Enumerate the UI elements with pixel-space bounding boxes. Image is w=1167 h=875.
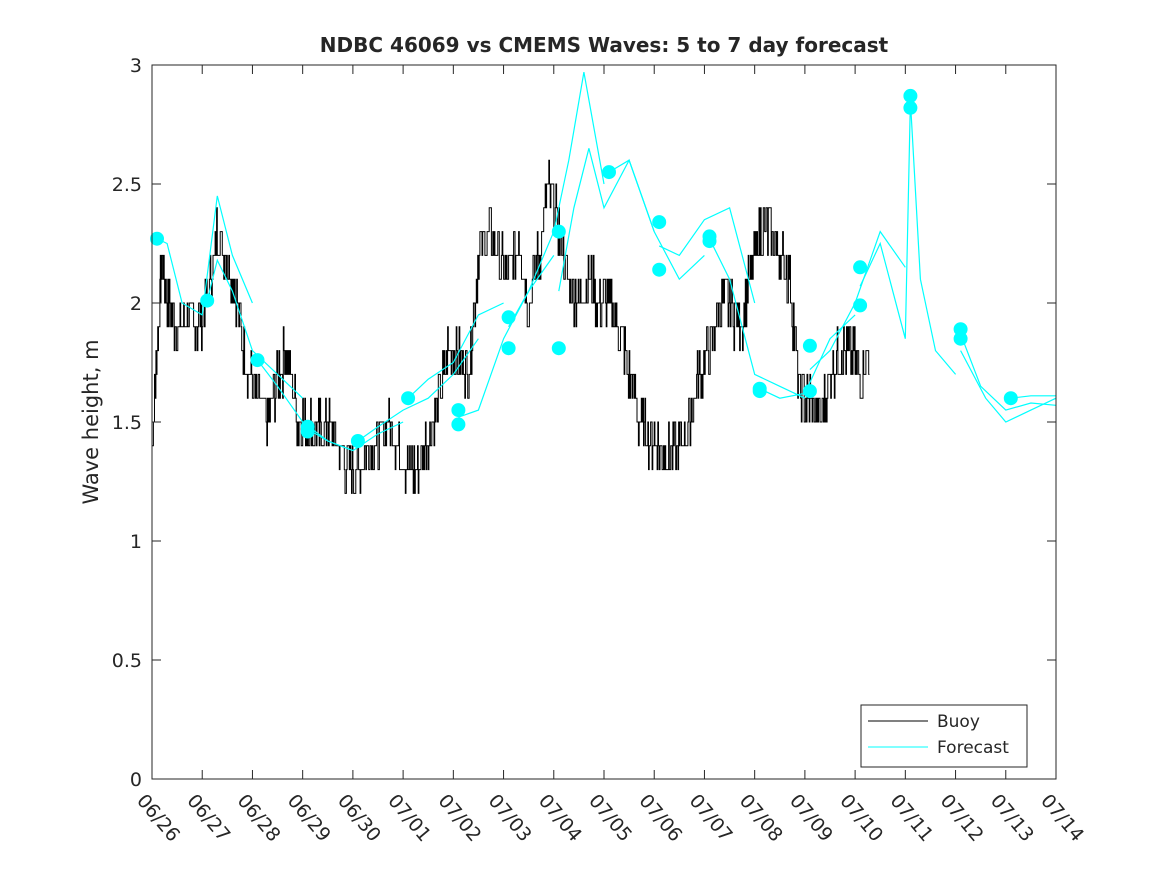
forecast-marker bbox=[953, 331, 968, 346]
forecast-run-line bbox=[608, 159, 705, 281]
buoy-line bbox=[152, 159, 870, 494]
forecast-marker bbox=[200, 293, 215, 308]
forecast-marker bbox=[501, 341, 516, 356]
forecast-marker bbox=[802, 384, 817, 399]
forecast-run-line bbox=[458, 255, 555, 418]
y-tick-label: 1 bbox=[130, 531, 142, 553]
legend: Buoy Forecast bbox=[860, 704, 1028, 768]
forecast-run-line bbox=[658, 206, 756, 304]
forecast-markers bbox=[150, 88, 1018, 448]
legend-buoy-label: Buoy bbox=[937, 712, 980, 732]
forecast-marker bbox=[551, 341, 566, 356]
forecast-marker bbox=[602, 165, 616, 180]
forecast-run-line bbox=[960, 333, 1057, 411]
y-axis-label: Wave height, m bbox=[79, 339, 103, 504]
buoy-series bbox=[152, 159, 870, 494]
forecast-marker bbox=[652, 262, 667, 277]
forecast-run-line bbox=[156, 195, 253, 316]
y-tick-label: 3 bbox=[130, 55, 142, 77]
forecast-run-line bbox=[960, 350, 1057, 423]
forecast-marker bbox=[250, 353, 265, 368]
forecast-marker bbox=[802, 338, 817, 353]
forecast-marker bbox=[652, 215, 667, 230]
forecast-marker bbox=[903, 100, 918, 115]
forecast-marker bbox=[551, 224, 566, 239]
forecast-marker bbox=[300, 419, 315, 434]
chart-title: NDBC 46069 vs CMEMS Waves: 5 to 7 day fo… bbox=[320, 33, 889, 57]
forecast-marker bbox=[451, 403, 466, 418]
forecast-marker bbox=[1003, 391, 1018, 406]
legend-forecast-label: Forecast bbox=[937, 738, 1009, 758]
forecast-marker bbox=[350, 434, 365, 448]
forecast-marker bbox=[903, 88, 918, 103]
forecast-run-line bbox=[508, 71, 605, 328]
forecast-marker bbox=[451, 417, 466, 432]
y-tick-label: 0.5 bbox=[112, 650, 142, 672]
forecast-run-line bbox=[407, 302, 504, 399]
forecast-marker bbox=[752, 381, 767, 396]
forecast-run-line bbox=[357, 338, 479, 442]
y-tick-label: 1.5 bbox=[112, 412, 142, 434]
legend-box bbox=[860, 704, 1028, 768]
y-tick-label: 0 bbox=[130, 769, 142, 791]
forecast-marker bbox=[853, 260, 868, 275]
forecast-run-line bbox=[206, 258, 304, 399]
forecast-marker bbox=[501, 310, 516, 325]
y-tick-label: 2 bbox=[130, 293, 142, 315]
forecast-marker bbox=[401, 391, 416, 406]
y-tick-label: 2.5 bbox=[112, 174, 142, 196]
forecast-marker bbox=[150, 231, 164, 246]
forecast-run-line bbox=[708, 238, 806, 399]
forecast-marker bbox=[853, 298, 868, 313]
forecast-run-line bbox=[307, 421, 404, 452]
forecast-marker bbox=[702, 234, 717, 249]
